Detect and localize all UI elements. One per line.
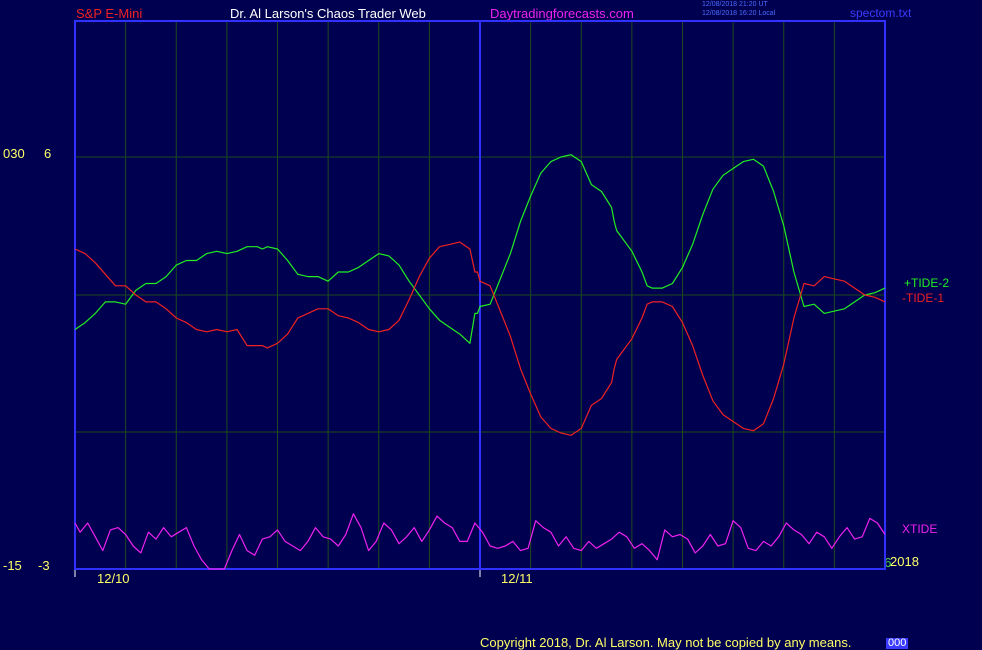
series-label-xtide: XTIDE xyxy=(902,522,938,536)
timestamp-ut: 12/08/2018 21:20 UT xyxy=(702,1,768,8)
y-tick-right-top: 6 xyxy=(44,146,52,161)
chart-frame xyxy=(74,20,886,570)
corner-mark: 000 xyxy=(886,637,909,649)
site-url[interactable]: Daytradingforecasts.com xyxy=(490,6,634,21)
symbol-label: S&P E-Mini xyxy=(76,6,143,21)
date-label-2: 12/11 xyxy=(501,571,533,586)
series-label-tide-minus: -TIDE-1 xyxy=(902,291,944,305)
series-line-tide-minus xyxy=(74,241,886,436)
date-label-1: 12/10 xyxy=(97,571,130,586)
filename-label: spectom.txt xyxy=(850,6,912,20)
y-tick-right-bottom: -3 xyxy=(38,558,50,573)
timestamp-local: 12/08/2018 16:20 Local xyxy=(702,10,776,17)
copyright-notice: Copyright 2018, Dr. Al Larson. May not b… xyxy=(480,635,852,650)
series-line-tide-plus xyxy=(74,154,886,344)
site-title: Dr. Al Larson's Chaos Trader Web xyxy=(230,6,426,21)
chart-series xyxy=(74,154,886,570)
chart-date-ticks xyxy=(74,570,481,577)
y-tick-left-top: 030 xyxy=(3,146,25,161)
series-label-tide-plus: +TIDE-2 xyxy=(904,276,950,290)
series-line-xtide xyxy=(74,513,886,570)
y-tick-left-bottom: -15 xyxy=(3,558,22,573)
year-label: 2018 xyxy=(890,554,919,569)
